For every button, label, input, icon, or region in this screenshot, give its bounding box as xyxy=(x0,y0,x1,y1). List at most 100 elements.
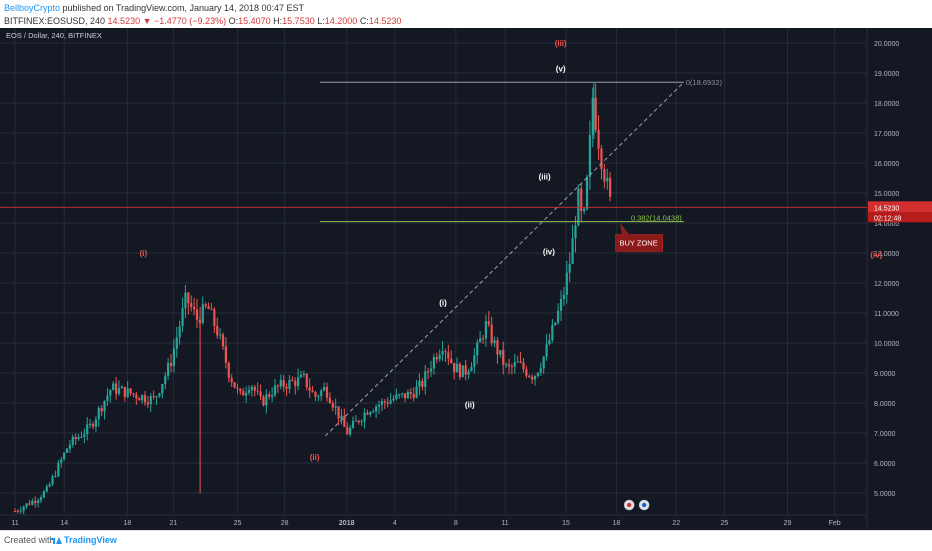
chart-header: BellboyCrypto published on TradingView.c… xyxy=(0,0,932,28)
candles-group xyxy=(13,83,612,515)
candle-body xyxy=(363,412,366,422)
candle-body xyxy=(299,375,303,378)
candle-body xyxy=(528,375,531,377)
candle-body xyxy=(193,306,196,310)
candle-body xyxy=(210,308,213,310)
candle-body xyxy=(461,365,464,378)
candle-body xyxy=(568,263,571,273)
y-tick-label: 12.0000 xyxy=(874,281,899,288)
candle-body xyxy=(219,334,222,336)
candle-body xyxy=(126,388,129,398)
candle-body xyxy=(369,412,372,415)
candle-body xyxy=(42,491,45,498)
candle-body xyxy=(158,393,161,397)
y-tick-label: 15.0000 xyxy=(874,191,899,198)
candle-body xyxy=(580,188,583,212)
candle-body xyxy=(314,392,317,397)
candle-body xyxy=(496,340,499,355)
author-link[interactable]: BellboyCrypto xyxy=(4,3,61,13)
candle-body xyxy=(273,385,277,396)
candle-body xyxy=(195,309,199,320)
candle-body xyxy=(533,376,537,380)
x-tick-label: 8 xyxy=(454,520,458,527)
wave-label: (ii) xyxy=(310,453,320,462)
candle-body xyxy=(184,292,187,309)
candle-body xyxy=(479,338,482,343)
candle-body xyxy=(68,444,71,449)
candle-body xyxy=(89,423,92,425)
candle-body xyxy=(357,420,360,423)
chart-title: EOS / Dollar, 240, BITFINEX xyxy=(6,31,102,40)
candle-body xyxy=(190,303,193,307)
candle-body xyxy=(279,380,282,387)
candle-body xyxy=(354,420,358,422)
candle-body xyxy=(204,304,207,307)
fib-level-382-label: 0.382(14.0438) xyxy=(631,214,682,223)
candle-body xyxy=(129,388,132,394)
candle-body xyxy=(565,272,568,295)
candle-body xyxy=(450,358,453,363)
tradingview-link[interactable]: TradingView xyxy=(64,535,117,545)
wave-label: (iii) xyxy=(555,39,567,48)
candle-body xyxy=(178,326,181,338)
candle-body xyxy=(239,388,242,392)
countdown-tag-text: 02:12:48 xyxy=(874,215,901,222)
candle-body xyxy=(507,364,511,367)
wave-label: (iii) xyxy=(539,173,551,182)
y-tick-label: 14.0000 xyxy=(874,221,899,228)
candle-body xyxy=(464,365,467,375)
low-value: 14.2000 xyxy=(324,16,358,26)
low-label: L: xyxy=(317,16,325,26)
y-tick-label: 7.0000 xyxy=(874,431,896,438)
candle-body xyxy=(510,366,514,368)
candle-body xyxy=(375,406,378,412)
candle-body xyxy=(207,306,210,309)
candle-body xyxy=(432,357,436,369)
y-tick-label: 20.0000 xyxy=(874,41,899,48)
candle-body xyxy=(531,376,534,380)
last-price-tag xyxy=(868,201,932,213)
candle-body xyxy=(383,401,386,403)
candle-body xyxy=(100,408,103,412)
candle-body xyxy=(48,484,51,487)
candle-body xyxy=(380,401,384,405)
candle-body xyxy=(476,342,479,356)
tradingview-logo-icon[interactable] xyxy=(50,536,62,545)
candle-body xyxy=(152,396,155,398)
candle-body xyxy=(349,427,352,435)
candle-body xyxy=(80,436,83,438)
candle-body xyxy=(123,386,126,398)
publish-info: published on TradingView.com, January 14… xyxy=(62,3,305,13)
candle-body xyxy=(169,362,173,366)
candle-body xyxy=(149,396,152,405)
candle-body xyxy=(609,177,612,197)
candle-body xyxy=(516,361,519,363)
candle-body xyxy=(221,334,225,347)
candle-body xyxy=(424,371,427,387)
candle-body xyxy=(259,391,262,397)
candle-body xyxy=(513,362,516,367)
candle-body xyxy=(86,424,89,435)
candle-body xyxy=(256,390,259,392)
candle-body xyxy=(554,322,557,325)
candle-body xyxy=(470,366,473,372)
candle-body xyxy=(571,238,574,264)
created-with-label: Created with xyxy=(4,535,55,545)
candle-body xyxy=(340,415,343,419)
candle-body xyxy=(175,337,178,349)
wave-label: (v) xyxy=(556,65,566,74)
candle-body xyxy=(172,348,175,366)
close-label: C: xyxy=(359,16,369,26)
last-price-tag-text: 14.5230 xyxy=(874,205,899,212)
candle-body xyxy=(444,351,447,353)
candle-body xyxy=(288,379,291,389)
candle-body xyxy=(606,177,609,182)
candle-body xyxy=(360,421,363,423)
chart-area[interactable]: 5.0000 6.0000 7.0000 8.0000 9.0000 10.0000 11.… xyxy=(0,28,932,530)
candle-body xyxy=(603,169,606,182)
candle-body xyxy=(447,352,450,359)
candle-body xyxy=(539,368,542,373)
x-tick-label: 25 xyxy=(721,520,729,527)
x-tick-label: 4 xyxy=(393,520,397,527)
price-chart[interactable]: 5.0000 6.0000 7.0000 8.0000 9.0000 10.0000 11.… xyxy=(0,28,932,530)
